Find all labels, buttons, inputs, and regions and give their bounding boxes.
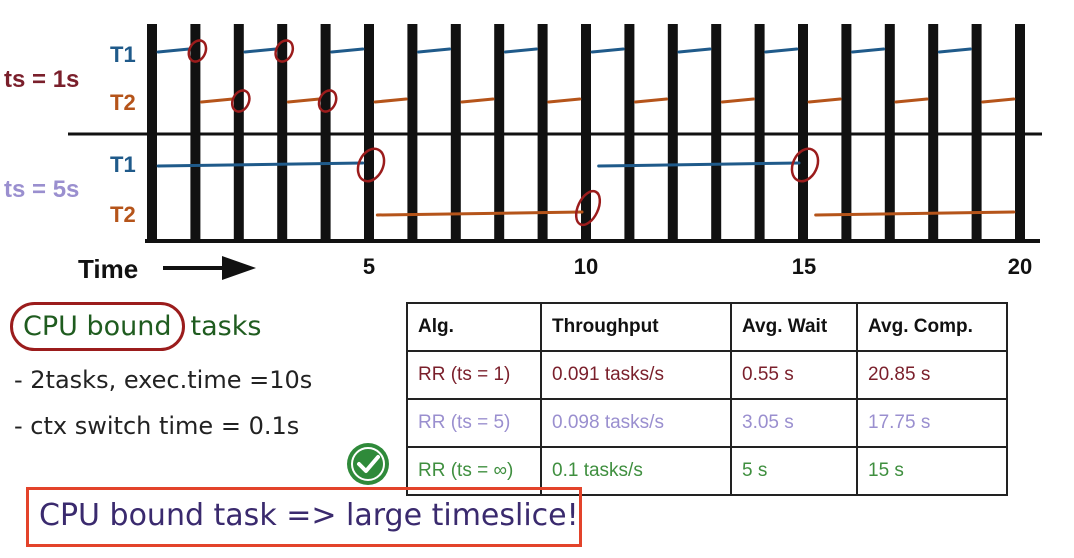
segment-t1-ts1 [590,47,625,54]
segment-t1-ts1 [243,47,278,54]
cell-avg-wait: 3.05 s [730,398,858,448]
task-label-t2-ts1: T2 [110,90,136,115]
cell-avg-wait: 5 s [730,446,858,496]
conclusion-box: CPU bound task => large timeslice! [26,487,582,547]
segment-t1-ts5 [156,161,365,168]
tick-label-15: 15 [792,254,816,279]
context-switch-marker [574,189,602,227]
context-switch-marker [187,39,208,63]
context-switch-marker [790,147,820,183]
table-row: RR (ts = 1) 0.091 tasks/s 0.55 s 20.85 s [406,350,1008,400]
time-grid-bar [277,24,288,242]
time-grid-bar [320,24,331,242]
note-line-ctx-switch: - ctx switch time = 0.1s [14,412,300,440]
segment-t2-ts1 [807,97,842,104]
tick-label-10: 10 [574,254,598,279]
context-switch-marker [230,89,251,113]
segment-t1-ts1 [937,47,972,54]
header-avg-wait: Avg. Wait [730,302,858,352]
tick-label-5: 5 [363,254,375,279]
notes-title: CPU bound tasks [10,302,261,351]
group-label-ts1: ts = 1s [4,66,79,93]
cell-alg: RR (ts = 5) [406,398,542,448]
context-switch-marker [317,89,338,113]
segment-t2-ts5 [375,210,584,217]
table-row: RR (ts = 5) 0.098 tasks/s 3.05 s 17.75 s [406,398,1008,448]
context-switch-markers [187,39,820,227]
segment-t1-ts1 [851,47,886,54]
time-grid-bar [450,24,461,242]
segment-t1-ts5 [597,161,801,168]
segment-t1-ts1 [417,47,452,54]
segment-t2-ts1 [373,97,408,104]
segment-t1-ts1 [330,47,365,54]
segment-t2-ts1 [286,97,321,104]
cell-avg-comp: 20.85 s [856,350,1008,400]
time-grid-bar [147,24,157,242]
header-throughput: Throughput [540,302,732,352]
circled-cpu-bound: CPU bound [10,302,185,351]
tick-label-20: 20 [1008,254,1032,279]
context-switch-marker [356,147,386,183]
conclusion-text: CPU bound task => large timeslice! [39,498,579,533]
task-label-t1-ts5: T1 [110,152,136,177]
segment-t1-ts1 [503,47,538,54]
segment-t1-ts1 [764,47,799,54]
time-grid-bar [624,24,635,242]
segment-t2-ts5 [814,210,1016,217]
segment-t2-ts1 [720,97,755,104]
time-grid-bar [841,24,852,242]
time-grid-bar [364,24,374,242]
time-grid-bar [233,24,244,242]
time-grid-bar [407,24,418,242]
time-arrow-icon [222,256,256,280]
cell-throughput: 0.098 tasks/s [540,398,732,448]
time-grid-bar [754,24,765,242]
time-grid-bar [798,24,808,242]
note-line-tasks: - 2tasks, exec.time =10s [14,366,313,394]
timeline-diagram: ts = 1s ts = 5s T1 T2 T1 T2 Time 5 10 15… [4,24,1042,284]
table-row: RR (ts = ∞) 0.1 tasks/s 5 s 15 s [406,446,1008,496]
cell-avg-comp: 15 s [856,446,1008,496]
time-axis-label: Time [78,254,138,284]
group-label-ts5: ts = 5s [4,176,79,203]
time-grid-bar [190,24,201,242]
segment-t2-ts1 [200,97,235,104]
segment-t2-ts1 [634,97,669,104]
segment-t2-ts1 [981,97,1016,104]
cell-throughput: 0.1 tasks/s [540,446,732,496]
cell-alg: RR (ts = 1) [406,350,542,400]
cell-avg-comp: 17.75 s [856,398,1008,448]
execution-segments [156,47,1016,217]
time-grid-bar [494,24,505,242]
time-grid-bar [928,24,939,242]
segment-t1-ts1 [677,47,712,54]
task-label-t2-ts5: T2 [110,202,136,227]
cell-throughput: 0.091 tasks/s [540,350,732,400]
time-grid-bars [147,24,1025,242]
check-circle-icon [347,443,389,485]
cell-avg-wait: 0.55 s [730,350,858,400]
segment-t2-ts1 [460,97,495,104]
context-switch-marker [274,39,295,63]
time-grid-bar [884,24,895,242]
results-table: Alg. Throughput Avg. Wait Avg. Comp. RR … [406,302,1008,496]
segment-t2-ts1 [547,97,582,104]
task-label-t1-ts1: T1 [110,42,136,67]
time-grid-bar [971,24,982,242]
table-header-row: Alg. Throughput Avg. Wait Avg. Comp. [406,302,1008,352]
segment-t2-ts1 [894,97,929,104]
time-grid-bar [581,24,591,242]
time-grid-bar [1015,24,1025,242]
time-grid-bar [667,24,678,242]
time-grid-bar [711,24,722,242]
header-alg: Alg. [406,302,542,352]
header-avg-comp: Avg. Comp. [856,302,1008,352]
segment-t1-ts1 [156,47,191,54]
notes-title-rest: tasks [190,311,262,342]
time-grid-bar [537,24,548,242]
